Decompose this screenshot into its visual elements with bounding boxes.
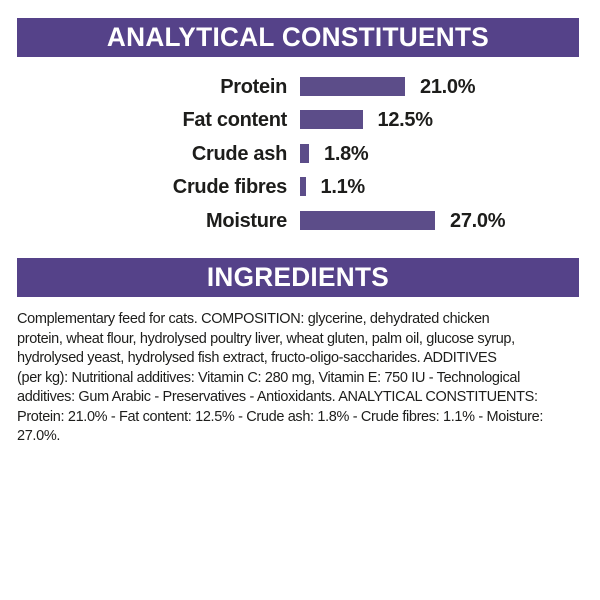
chart-value-crude-fibres: 1.1% bbox=[320, 176, 366, 198]
chart-bar-fat-content bbox=[300, 110, 363, 129]
ingredients-line: protein, wheat flour, hydrolysed poultry… bbox=[17, 330, 515, 347]
chart-value-moisture: 27.0% bbox=[450, 210, 506, 232]
chart-label-crude-fibres: Crude fibres bbox=[172, 176, 288, 198]
chart-row-crude-ash: Crude ash 1.8% bbox=[0, 144, 600, 164]
ingredients-text: Complementary feed for cats. COMPOSITION… bbox=[17, 310, 583, 447]
chart-bar-crude-fibres bbox=[300, 177, 306, 196]
chart-row-crude-fibres: Crude fibres 1.1% bbox=[0, 177, 600, 197]
chart-row-moisture: Moisture 27.0% bbox=[0, 211, 600, 231]
ingredients-line: Protein: 21.0% - Fat content: 12.5% - Cr… bbox=[17, 408, 543, 425]
chart-label-crude-ash: Crude ash bbox=[191, 143, 287, 165]
chart-value-crude-ash: 1.8% bbox=[324, 143, 369, 165]
ingredients-line: additives: Gum Arabic - Preservatives - … bbox=[17, 389, 538, 405]
ingredients-banner: INGREDIENTS bbox=[17, 258, 579, 297]
analytical-constituents-title: ANALYTICAL CONSTITUENTS bbox=[106, 22, 490, 52]
ingredients-line: hydrolysed yeast, hydrolysed fish extrac… bbox=[17, 350, 497, 366]
chart-bar-moisture bbox=[300, 211, 435, 230]
chart-row-fat-content: Fat content 12.5% bbox=[0, 110, 600, 130]
chart-label-moisture: Moisture bbox=[206, 210, 287, 232]
chart-value-fat-content: 12.5% bbox=[377, 109, 434, 131]
analytical-constituents-banner: ANALYTICAL CONSTITUENTS bbox=[17, 18, 579, 57]
chart-label-protein: Protein bbox=[220, 76, 287, 98]
chart-value-protein: 21.0% bbox=[420, 76, 476, 98]
chart-bar-protein bbox=[300, 77, 405, 96]
chart-row-protein: Protein 21.0% bbox=[0, 77, 600, 97]
chart-bar-crude-ash bbox=[300, 144, 309, 163]
ingredients-line: Complementary feed for cats. COMPOSITION… bbox=[17, 311, 490, 327]
ingredients-title: INGREDIENTS bbox=[206, 262, 390, 292]
ingredients-line: (per kg): Nutritional additives: Vitamin… bbox=[17, 369, 520, 386]
ingredients-line: 27.0%. bbox=[17, 428, 61, 444]
chart-label-fat-content: Fat content bbox=[182, 109, 288, 131]
